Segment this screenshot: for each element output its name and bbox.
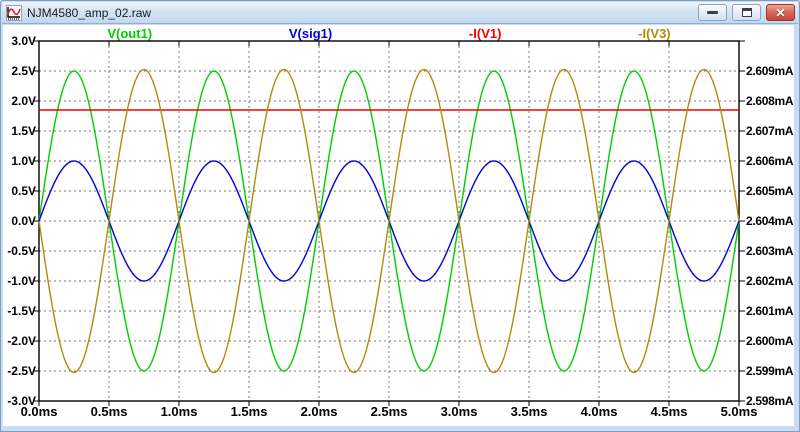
- waveform-plot-canvas[interactable]: [3, 25, 794, 426]
- maximize-icon: [741, 8, 752, 17]
- trace-legend: V(out1) V(sig1) -I(V1) -I(V3): [39, 26, 739, 41]
- x-tick-label: 3.0ms: [440, 404, 478, 419]
- y-right-tick-label: 2.602mA: [746, 274, 794, 288]
- close-button[interactable]: ✕: [766, 4, 795, 21]
- waveform-file-icon: [6, 4, 22, 21]
- legend-label-iv3[interactable]: -I(V3): [638, 26, 671, 41]
- caption-buttons: ✕: [698, 4, 795, 21]
- y-left-tick-label: 3.0V: [11, 34, 36, 48]
- x-tick-label: 1.0ms: [160, 404, 198, 419]
- y-left-tick-label: 0.5V: [11, 184, 36, 198]
- y-right-tick-label: 2.605mA: [746, 184, 794, 198]
- x-tick-label: 1.5ms: [230, 404, 268, 419]
- y-left-tick-label: 2.5V: [11, 64, 36, 78]
- y-right-tick-label: 2.601mA: [746, 304, 794, 318]
- x-tick-label: 2.5ms: [370, 404, 408, 419]
- maximize-button[interactable]: [732, 4, 761, 21]
- legend-label-vsig1[interactable]: V(sig1): [288, 26, 333, 41]
- y-left-tick-label: -3.0V: [7, 394, 36, 408]
- y-left-tick-label: -2.5V: [7, 364, 36, 378]
- y-left-tick-label: 2.0V: [11, 94, 36, 108]
- plot-pane: V(out1) V(sig1) -I(V1) -I(V3) 3.0V 2.5V 2.0V 1…: [3, 25, 794, 426]
- y-left-tick-label: -1.5V: [7, 304, 36, 318]
- legend-label-vout1[interactable]: V(out1): [107, 26, 153, 41]
- legend-label-iv1[interactable]: -I(V1): [468, 26, 502, 41]
- x-tick-label: 2.0ms: [300, 404, 338, 419]
- y-left-tick-label: 0.0V: [11, 214, 36, 228]
- x-tick-label: 0.5ms: [90, 404, 128, 419]
- x-tick-label: 3.5ms: [510, 404, 548, 419]
- x-tick-label: 5.0ms: [720, 404, 758, 419]
- trace-iv3[interactable]: [38, 68, 740, 374]
- y-right-tick-label: 2.607mA: [746, 124, 794, 138]
- y-right-tick-label: 2.609mA: [746, 64, 794, 78]
- x-tick-label: 4.5ms: [650, 404, 688, 419]
- y-right-tick-label: 2.599mA: [746, 364, 794, 378]
- y-left-tick-label: -1.0V: [7, 274, 36, 288]
- y-right-tick-label: 2.600mA: [746, 334, 794, 348]
- y-left-tick-label: -0.5V: [7, 244, 36, 258]
- y-right-tick-label: 2.603mA: [746, 244, 794, 258]
- y-left-tick-label: 1.5V: [11, 124, 36, 138]
- y-left-tick-label: -2.0V: [7, 334, 36, 348]
- y-right-tick-label: 2.604mA: [746, 214, 794, 228]
- x-tick-label: 4.0ms: [580, 404, 618, 419]
- y-right-tick-label: 2.606mA: [746, 154, 794, 168]
- window-title: NJM4580_amp_02.raw: [27, 5, 152, 20]
- x-tick-label: 0.0ms: [20, 404, 58, 419]
- minimize-icon: [707, 11, 718, 14]
- minimize-button[interactable]: [698, 4, 727, 21]
- y-right-tick-label: 2.608mA: [746, 94, 794, 108]
- window-titlebar[interactable]: NJM4580_amp_02.raw ✕: [2, 2, 798, 24]
- y-left-tick-label: 1.0V: [11, 154, 36, 168]
- close-icon: ✕: [775, 5, 786, 20]
- y-right-tick-label: 2.598mA: [746, 394, 794, 408]
